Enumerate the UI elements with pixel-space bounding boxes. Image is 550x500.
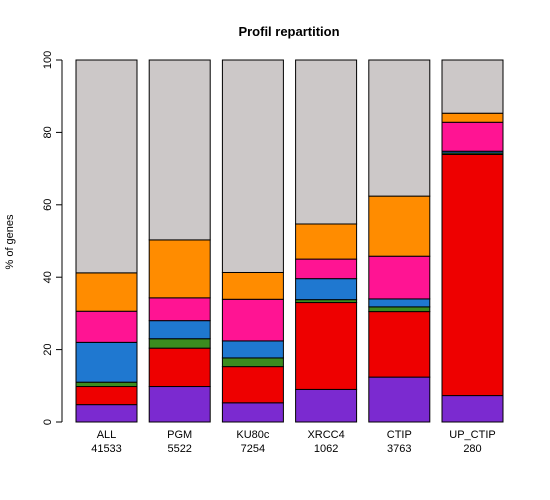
bar-segment-CTIP-4	[368, 298, 431, 308]
y-tick-label: 0	[42, 419, 54, 425]
x-category-label: UP_CTIP	[449, 429, 495, 441]
bar-segment-CTIP-2	[368, 311, 431, 378]
bar-segment-KU80c-5	[221, 298, 284, 342]
bar-segment-ALL-2	[75, 386, 138, 406]
bar-segment-KU80c-6	[221, 271, 284, 300]
x-category-label: XRCC4	[307, 429, 344, 441]
y-axis-label: % of genes	[4, 214, 16, 270]
x-category-count: 7254	[241, 443, 265, 455]
bar-segment-PGM-5	[148, 297, 211, 322]
bar-segment-ALL-6	[75, 272, 138, 312]
bar-segment-CTIP-6	[368, 195, 431, 257]
bar-segment-PGM-2	[148, 347, 211, 388]
bar-segment-KU80c-2	[221, 366, 284, 404]
bar-segment-ALL-7	[75, 59, 138, 274]
x-category-label: ALL	[97, 429, 117, 441]
bar-segment-XRCC4-4	[295, 278, 358, 301]
x-category-count: 41533	[91, 443, 122, 455]
y-tick-label: 80	[42, 126, 54, 138]
bar-segment-UP_CTIP-6	[441, 112, 504, 123]
bar-segment-XRCC4-6	[295, 223, 358, 260]
x-category-label: PGM	[167, 429, 192, 441]
bar-segment-XRCC4-2	[295, 302, 358, 390]
bar-segment-XRCC4-5	[295, 258, 358, 280]
bar-segment-UP_CTIP-7	[441, 59, 504, 114]
bar-segment-UP_CTIP-1	[441, 395, 504, 423]
bar-segment-UP_CTIP-5	[441, 121, 504, 152]
x-category-count: 3763	[387, 443, 411, 455]
bar-segment-PGM-4	[148, 320, 211, 340]
bar-segment-CTIP-1	[368, 376, 431, 423]
bar-segment-ALL-1	[75, 404, 138, 423]
bar-segment-ALL-3	[75, 381, 138, 388]
bar-stack-PGM	[148, 59, 211, 423]
bar-segment-CTIP-3	[368, 306, 431, 313]
bar-segment-KU80c-3	[221, 357, 284, 368]
y-tick-label: 20	[42, 343, 54, 355]
bar-segment-KU80c-1	[221, 402, 284, 423]
bar-stack-CTIP	[368, 59, 431, 423]
x-axis-labels: ALL 41533 PGM 5522 KU80c 7254 XRCC4 1062 CTIP 376…	[91, 429, 496, 455]
y-axis: 0 20 40 60 80 100	[42, 51, 63, 425]
bar-segment-KU80c-7	[221, 59, 284, 273]
x-category-label: CTIP	[387, 429, 412, 441]
bar-stack-KU80c	[221, 59, 284, 423]
bars-group	[75, 59, 504, 423]
bar-segment-PGM-7	[148, 59, 211, 241]
x-category-count: 5522	[167, 443, 191, 455]
bar-segment-CTIP-5	[368, 255, 431, 300]
y-tick-label: 100	[42, 51, 54, 69]
bar-stack-UP_CTIP	[441, 59, 504, 423]
bar-segment-XRCC4-7	[295, 59, 358, 225]
bar-segment-ALL-4	[75, 341, 138, 383]
y-tick-label: 60	[42, 199, 54, 211]
bar-segment-ALL-5	[75, 310, 138, 343]
bar-segment-UP_CTIP-2	[441, 153, 504, 397]
bar-stack-ALL	[75, 59, 138, 423]
x-category-count: 1062	[314, 443, 338, 455]
bar-segment-PGM-1	[148, 386, 211, 423]
y-tick-label: 40	[42, 271, 54, 283]
x-category-count: 280	[463, 443, 481, 455]
bar-stack-XRCC4	[295, 59, 358, 423]
bar-segment-PGM-6	[148, 239, 211, 299]
bar-segment-PGM-3	[148, 338, 211, 349]
chart-title: Profil repartition	[238, 24, 339, 39]
bar-segment-CTIP-7	[368, 59, 431, 197]
bar-segment-XRCC4-1	[295, 388, 358, 423]
bar-segment-KU80c-4	[221, 340, 284, 359]
x-category-label: KU80c	[236, 429, 270, 441]
